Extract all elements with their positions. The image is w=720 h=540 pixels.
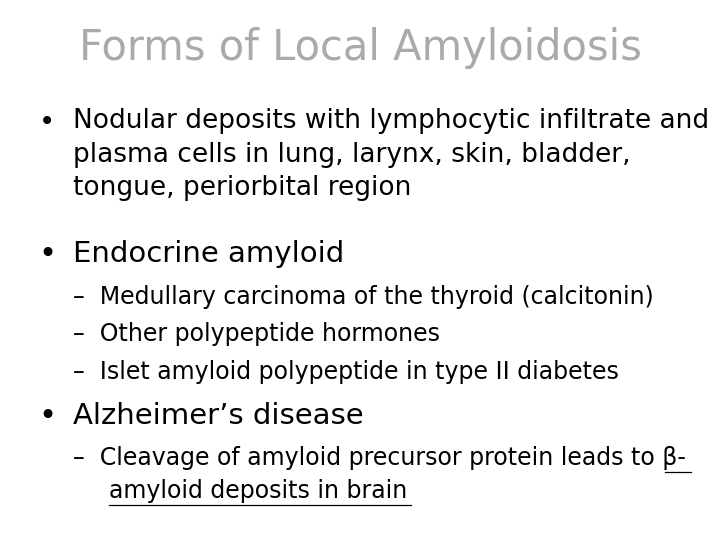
Text: Endocrine amyloid: Endocrine amyloid — [73, 240, 344, 268]
Text: amyloid deposits in brain: amyloid deposits in brain — [109, 478, 407, 503]
Text: •: • — [39, 402, 57, 431]
Text: Nodular deposits with lymphocytic infiltrate and
plasma cells in lung, larynx, s: Nodular deposits with lymphocytic infilt… — [73, 108, 709, 201]
Text: –  Other polypeptide hormones: – Other polypeptide hormones — [73, 322, 440, 346]
Text: Forms of Local Amyloidosis: Forms of Local Amyloidosis — [78, 27, 642, 69]
Text: •: • — [39, 240, 57, 269]
Text: –  Islet amyloid polypeptide in type II diabetes: – Islet amyloid polypeptide in type II d… — [73, 360, 619, 383]
Text: •: • — [39, 108, 55, 136]
Text: Alzheimer’s disease: Alzheimer’s disease — [73, 402, 364, 430]
Text: –  Cleavage of amyloid precursor protein leads to β-: – Cleavage of amyloid precursor protein … — [73, 446, 686, 469]
Text: –  Medullary carcinoma of the thyroid (calcitonin): – Medullary carcinoma of the thyroid (ca… — [73, 285, 654, 309]
